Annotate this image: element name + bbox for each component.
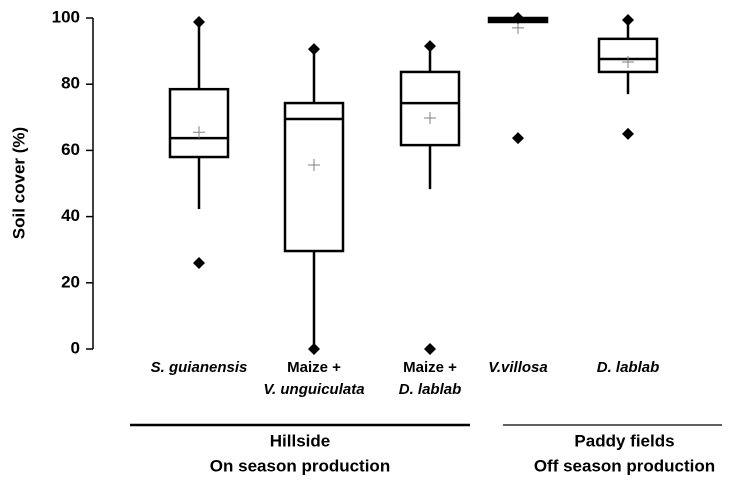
point [193,15,205,28]
point [622,127,634,140]
point [512,12,524,24]
point [193,256,205,269]
y-tick-label: 0 [71,338,80,357]
x-tick-label: Maize + [287,359,341,376]
mean [193,126,205,139]
point [424,343,436,355]
point [622,13,634,26]
box [283,101,345,253]
group-label: On season production [210,456,390,475]
group-label: Hillside [270,431,330,450]
group-label: Paddy fields [574,431,674,450]
y-tick-label: 80 [61,74,80,93]
box [399,70,461,147]
x-tick-label: S. guianensis [151,359,248,376]
x-tick-label: V. unguiculata [263,381,364,398]
point [308,343,320,355]
x-tick-label: V.villosa [488,359,548,376]
x-tick-label: D. lablab [597,359,660,376]
y-tick-label: 100 [52,7,80,26]
box [168,87,230,159]
mean [308,158,320,171]
point [512,132,524,145]
y-axis-label: Soil cover (%) [9,127,28,239]
x-tick-label: D. lablab [399,381,462,398]
point [308,43,320,56]
point [424,40,436,53]
y-tick-label: 40 [61,206,80,225]
y-tick-label: 20 [61,272,80,291]
x-tick-label: Maize + [403,359,457,376]
y-tick-label: 60 [61,140,80,159]
mean [622,56,634,69]
group-label: Off season production [534,456,715,475]
mean [424,111,436,124]
